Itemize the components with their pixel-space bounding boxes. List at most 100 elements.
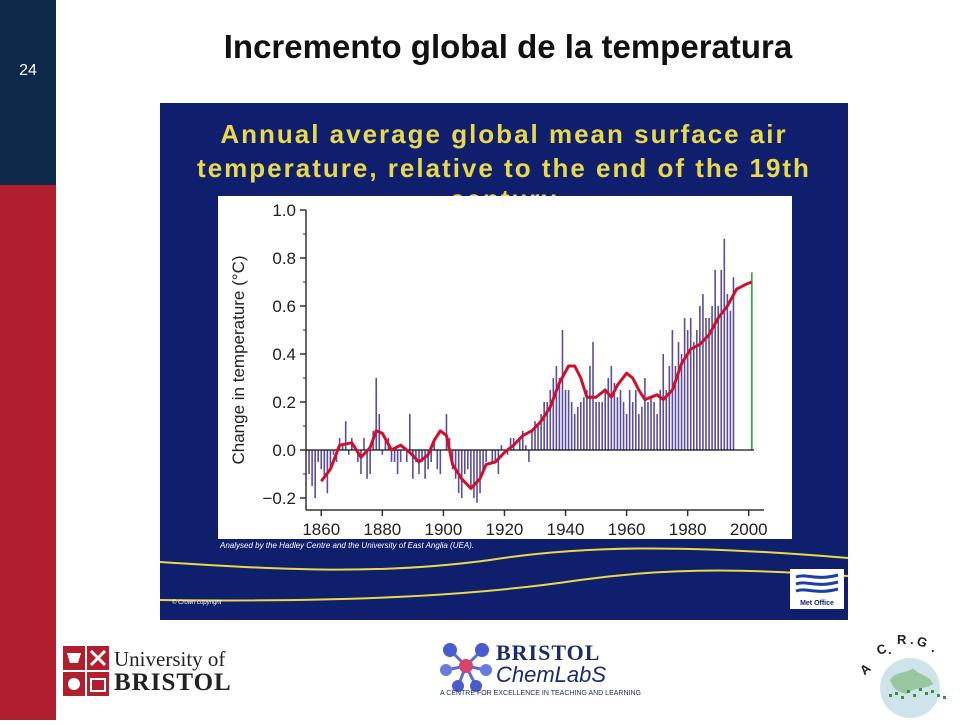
sidebar-bottom-band [0,185,56,720]
temperature-bar [628,390,631,450]
temperature-bar [543,402,545,450]
svg-text:.: . [931,640,935,655]
temperature-bar [714,270,716,450]
temperature-bar [500,445,503,450]
temperature-bar [412,450,414,479]
temperature-bar [641,406,643,450]
sidebar-top-band [0,0,56,185]
met-office-wave-icon [795,573,839,593]
smoothed-trend-line [320,280,753,490]
temperature-bar [665,390,668,450]
temperature-bar [405,450,408,462]
y-tick-label: 0.4 [272,345,296,364]
temperature-bar [463,450,466,474]
acrg-logo: A C R G . . . [855,630,957,720]
temperature-bar [393,450,396,462]
y-tick-label: 0.0 [272,441,296,460]
temperature-bar [583,397,585,450]
temperature-bar [616,397,619,450]
temperature-bar [686,330,689,450]
temperature-bar [692,342,695,450]
met-office-label: Met Office [800,600,834,607]
temperature-bar [399,450,402,462]
temperature-bar [601,402,603,450]
temperature-bar [595,402,597,450]
temperature-bar [491,450,494,462]
y-tick-label: 0.6 [272,297,296,316]
temperature-bar [717,306,719,450]
temperature-bar [454,450,457,479]
temperature-bar [308,450,310,474]
temperature-bar [390,450,393,462]
page-number: 24 [19,62,37,79]
temperature-bar [650,397,652,450]
temperature-bar [497,450,500,474]
temperature-bar [347,450,350,455]
chemlabs-tagline: A CENTRE FOR EXCELLENCE IN TEACHING AND … [440,690,641,697]
temperature-bar [521,430,524,450]
y-tick-label: 1.0 [272,201,296,220]
temperature-bar [699,306,701,450]
y-tick-label: 0.8 [272,249,296,268]
temperature-bar [726,294,729,450]
temperature-bar [329,450,332,470]
temperature-bar [357,450,359,462]
met-office-logo: Met Office [790,569,844,609]
temperature-bar [430,450,432,462]
temperature-bar [631,402,634,450]
temperature-bar [467,450,469,470]
temperature-bar [534,421,536,450]
temperature-bar [680,354,683,450]
temperature-bar [552,378,555,450]
temperature-bar [607,378,610,450]
temperature-bar [341,445,344,450]
temperature-bar [604,390,607,450]
temperature-bar [546,402,549,450]
temperature-bar [567,390,570,450]
temperature-bar [525,445,527,450]
y-tick-label: −0.2 [262,489,296,508]
temperature-bar [598,402,600,450]
temperature-bar [674,366,677,450]
temperature-bar [360,450,362,474]
x-tick-label: 1860 [302,520,340,539]
temperature-bar [409,414,411,450]
temperature-bar [320,450,323,470]
temperature-bar [573,414,576,450]
figure-credit: Analysed by the Hadley Centre and the Un… [220,541,475,550]
temperature-bar [482,450,484,474]
slide-title: Incremento global de la temperatura [223,28,793,65]
temperature-bar [653,402,655,450]
temperature-bar [470,450,472,486]
temperature-bar [610,366,613,450]
temperature-bar [424,450,426,479]
temperature-bar [702,294,704,450]
temperature-figure: Annual average global mean surface air t… [160,103,848,620]
temperature-bar [421,450,423,462]
temperature-bar [589,366,591,450]
figure-copyright: © Crown copyright [172,600,222,606]
temperature-bar [366,450,368,479]
temperature-bar [375,378,378,450]
temperature-bar [558,378,561,450]
chemlabs-bristol-label: BRISTOL [496,640,601,665]
temperature-bar [586,390,588,450]
temperature-bar [723,238,726,450]
temperature-bar [479,450,481,494]
temperature-bar [729,310,732,450]
temperature-bar [311,450,313,486]
temperature-bar [509,438,512,450]
temperature-bar [732,277,735,450]
chemlabs-name-label: ChemLabS [496,662,607,687]
svg-text:.: . [910,632,914,647]
temperature-bar [460,450,463,498]
svg-text:C: C [875,640,890,658]
temperature-bar [415,450,417,462]
svg-text:R: R [897,632,907,647]
temperature-bar [540,414,542,450]
temperature-bar [638,414,640,450]
temperature-bar [518,438,521,450]
temperature-bar [564,390,567,450]
molecule-icon [440,643,492,692]
temperature-bar [473,450,475,498]
